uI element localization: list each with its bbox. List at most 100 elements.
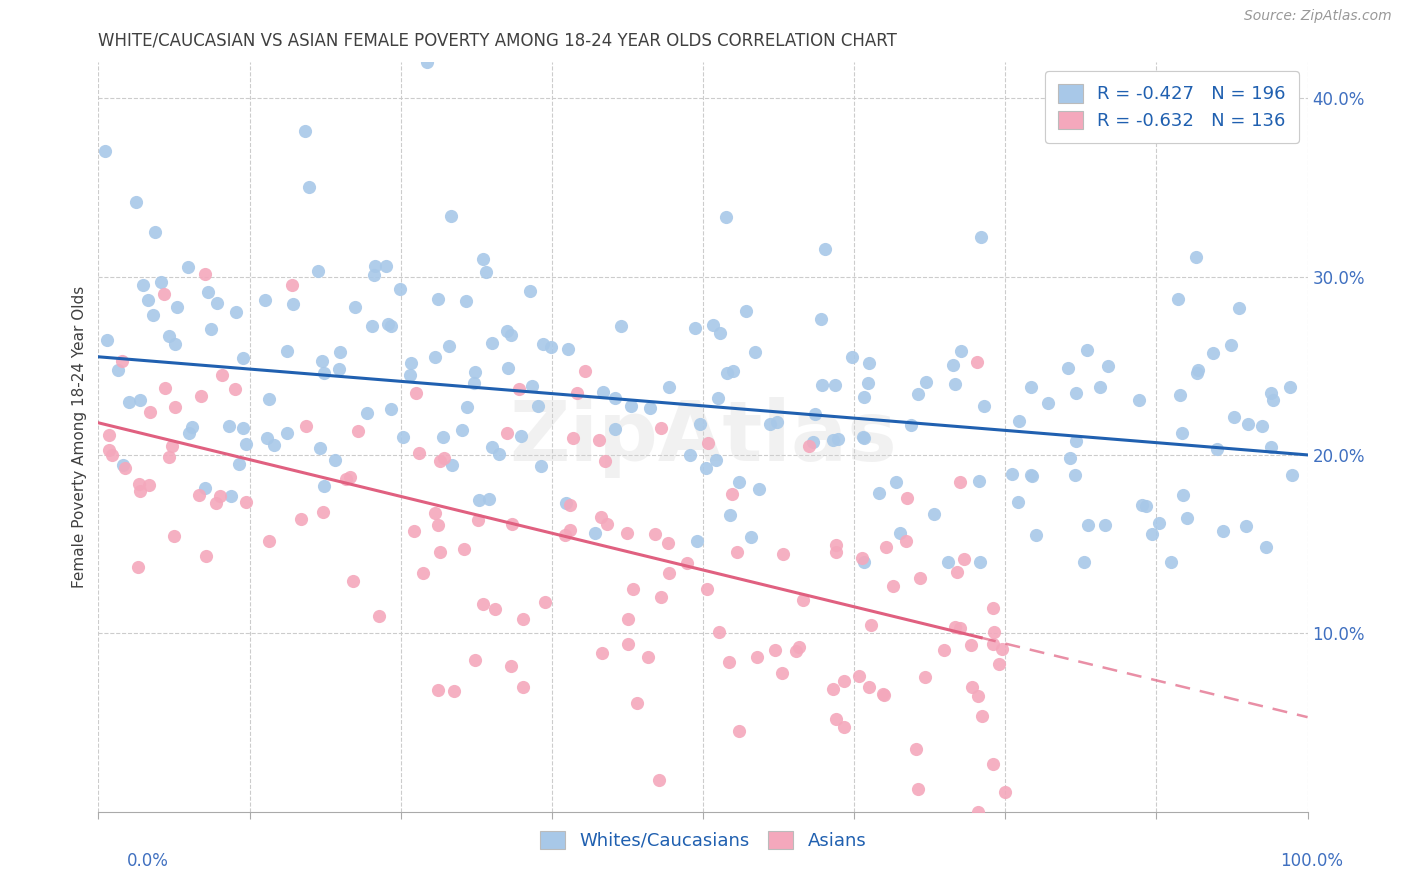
- Point: [401, 356, 423, 370]
- Point: [415, 55, 437, 70]
- Point: [481, 440, 503, 454]
- Point: [311, 354, 333, 368]
- Point: [841, 351, 863, 365]
- Point: [721, 364, 744, 378]
- Point: [952, 552, 974, 566]
- Point: [946, 565, 969, 579]
- Point: [1263, 392, 1285, 407]
- Point: [763, 643, 786, 657]
- Point: [136, 293, 159, 307]
- Point: [512, 680, 534, 694]
- Point: [94, 144, 117, 158]
- Point: [464, 652, 486, 666]
- Point: [377, 317, 399, 331]
- Point: [111, 354, 134, 368]
- Point: [960, 680, 983, 694]
- Point: [772, 547, 794, 561]
- Point: [797, 439, 820, 453]
- Point: [592, 384, 614, 399]
- Point: [508, 382, 530, 396]
- Point: [437, 338, 460, 352]
- Point: [1097, 359, 1119, 374]
- Point: [991, 641, 1014, 656]
- Point: [616, 525, 638, 540]
- Point: [1171, 425, 1194, 440]
- Point: [966, 355, 988, 369]
- Point: [312, 505, 335, 519]
- Point: [312, 366, 335, 380]
- Point: [561, 432, 583, 446]
- Point: [914, 670, 936, 684]
- Point: [626, 696, 648, 710]
- Point: [112, 458, 135, 472]
- Point: [1281, 467, 1303, 482]
- Point: [1064, 434, 1087, 449]
- Point: [177, 260, 200, 274]
- Point: [1019, 467, 1042, 482]
- Point: [709, 625, 731, 640]
- Point: [1076, 517, 1098, 532]
- Point: [163, 529, 186, 543]
- Text: Source: ZipAtlas.com: Source: ZipAtlas.com: [1244, 9, 1392, 23]
- Point: [644, 527, 666, 541]
- Point: [873, 688, 896, 702]
- Point: [560, 523, 582, 537]
- Point: [696, 582, 718, 597]
- Point: [658, 379, 681, 393]
- Point: [616, 637, 638, 651]
- Point: [832, 720, 855, 734]
- Point: [429, 454, 451, 468]
- Point: [380, 402, 402, 417]
- Point: [907, 782, 929, 797]
- Point: [852, 430, 875, 444]
- Point: [388, 282, 411, 296]
- Point: [617, 612, 640, 626]
- Point: [823, 681, 845, 696]
- Point: [1001, 467, 1024, 482]
- Point: [405, 386, 427, 401]
- Point: [658, 566, 681, 581]
- Point: [922, 508, 945, 522]
- Point: [232, 420, 254, 434]
- Point: [165, 336, 187, 351]
- Point: [344, 301, 367, 315]
- Point: [520, 379, 543, 393]
- Point: [875, 540, 897, 554]
- Point: [1057, 360, 1080, 375]
- Point: [364, 259, 387, 273]
- Legend: R = -0.427   N = 196, R = -0.632   N = 136: R = -0.427 N = 196, R = -0.632 N = 136: [1045, 71, 1299, 143]
- Point: [1025, 528, 1047, 542]
- Point: [280, 277, 302, 292]
- Point: [1260, 386, 1282, 401]
- Point: [589, 510, 612, 524]
- Point: [427, 293, 450, 307]
- Point: [967, 474, 990, 488]
- Point: [257, 392, 280, 406]
- Point: [488, 447, 510, 461]
- Point: [960, 638, 983, 652]
- Point: [225, 305, 247, 319]
- Point: [904, 741, 927, 756]
- Point: [860, 617, 883, 632]
- Point: [685, 321, 707, 335]
- Point: [650, 420, 672, 434]
- Point: [408, 446, 430, 460]
- Point: [531, 337, 554, 351]
- Point: [195, 549, 218, 563]
- Point: [983, 624, 1005, 639]
- Point: [740, 530, 762, 544]
- Point: [583, 525, 606, 540]
- Point: [197, 285, 219, 299]
- Point: [1175, 511, 1198, 525]
- Point: [591, 647, 613, 661]
- Point: [1036, 396, 1059, 410]
- Point: [1185, 250, 1208, 264]
- Point: [787, 640, 810, 655]
- Point: [872, 687, 894, 701]
- Point: [128, 477, 150, 491]
- Point: [949, 621, 972, 635]
- Point: [512, 612, 534, 626]
- Point: [1167, 292, 1189, 306]
- Point: [785, 644, 807, 658]
- Point: [257, 534, 280, 549]
